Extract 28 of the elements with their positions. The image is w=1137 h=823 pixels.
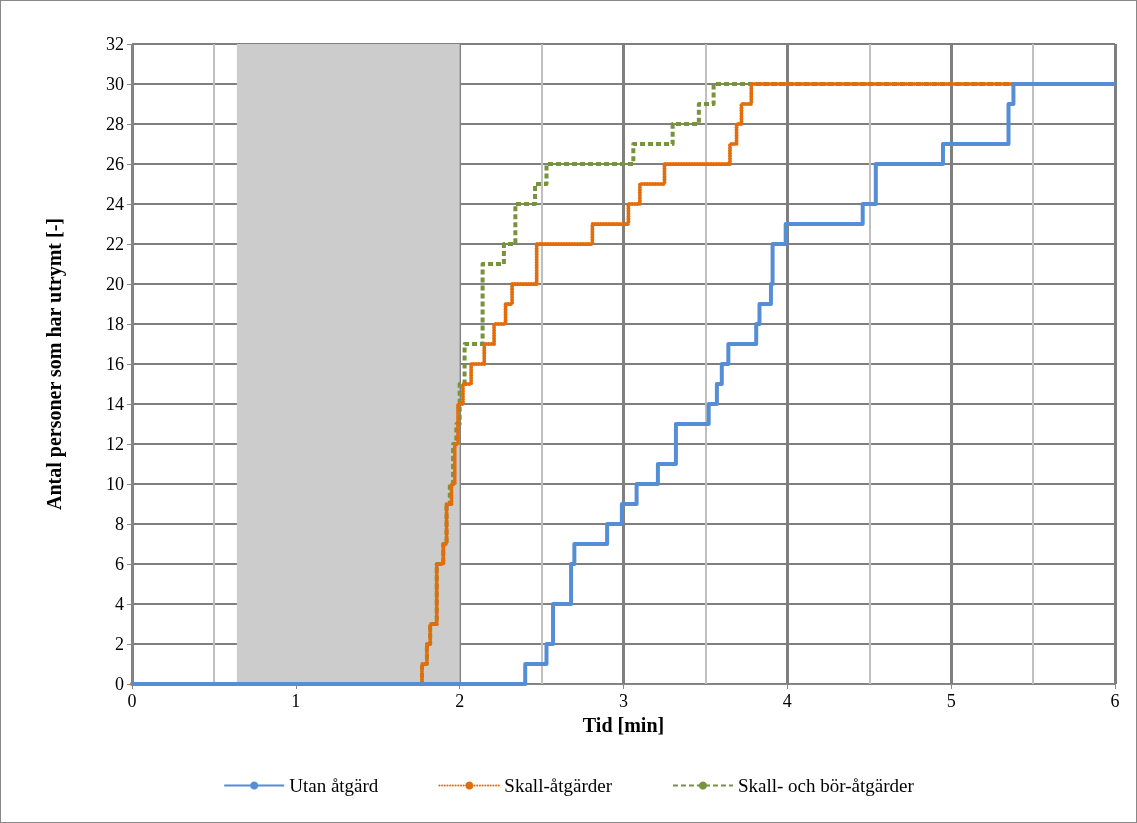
y-tick-label: 12 (106, 434, 124, 454)
y-tick-label: 20 (106, 274, 124, 294)
y-tick-label: 0 (115, 674, 124, 694)
y-tick-label: 32 (106, 34, 124, 54)
x-tick-label: 2 (455, 691, 465, 711)
x-tick-label: 1 (291, 691, 301, 711)
x-tick-label: 3 (619, 691, 628, 711)
x-axis-title: Tid [min] (582, 713, 665, 736)
y-tick-label: 16 (106, 354, 124, 374)
y-axis-title: Antal personer som har utrymt [-] (43, 217, 66, 511)
y-tick-label: 26 (106, 154, 124, 174)
x-tick-label: 4 (782, 691, 792, 711)
y-tick-label: 22 (106, 234, 124, 254)
y-tick-label: 4 (115, 594, 124, 614)
x-tick-label: 5 (946, 691, 956, 711)
x-tick-label: 6 (1110, 691, 1120, 711)
y-tick-label: 8 (115, 514, 124, 534)
y-tick-label: 18 (106, 314, 124, 334)
y-tick-label: 14 (106, 394, 124, 414)
legend-label: Skall-åtgärder (504, 775, 613, 796)
y-tick-label: 30 (106, 74, 124, 94)
y-tick-label: 2 (115, 634, 124, 654)
legend-label: Skall- och bör-åtgärder (737, 775, 915, 796)
y-tick-label: 6 (115, 554, 124, 574)
y-tick-label: 24 (106, 194, 124, 214)
y-tick-label: 10 (106, 474, 124, 494)
legend-label: Utan åtgärd (289, 775, 379, 796)
y-tick-label: 28 (106, 114, 124, 134)
